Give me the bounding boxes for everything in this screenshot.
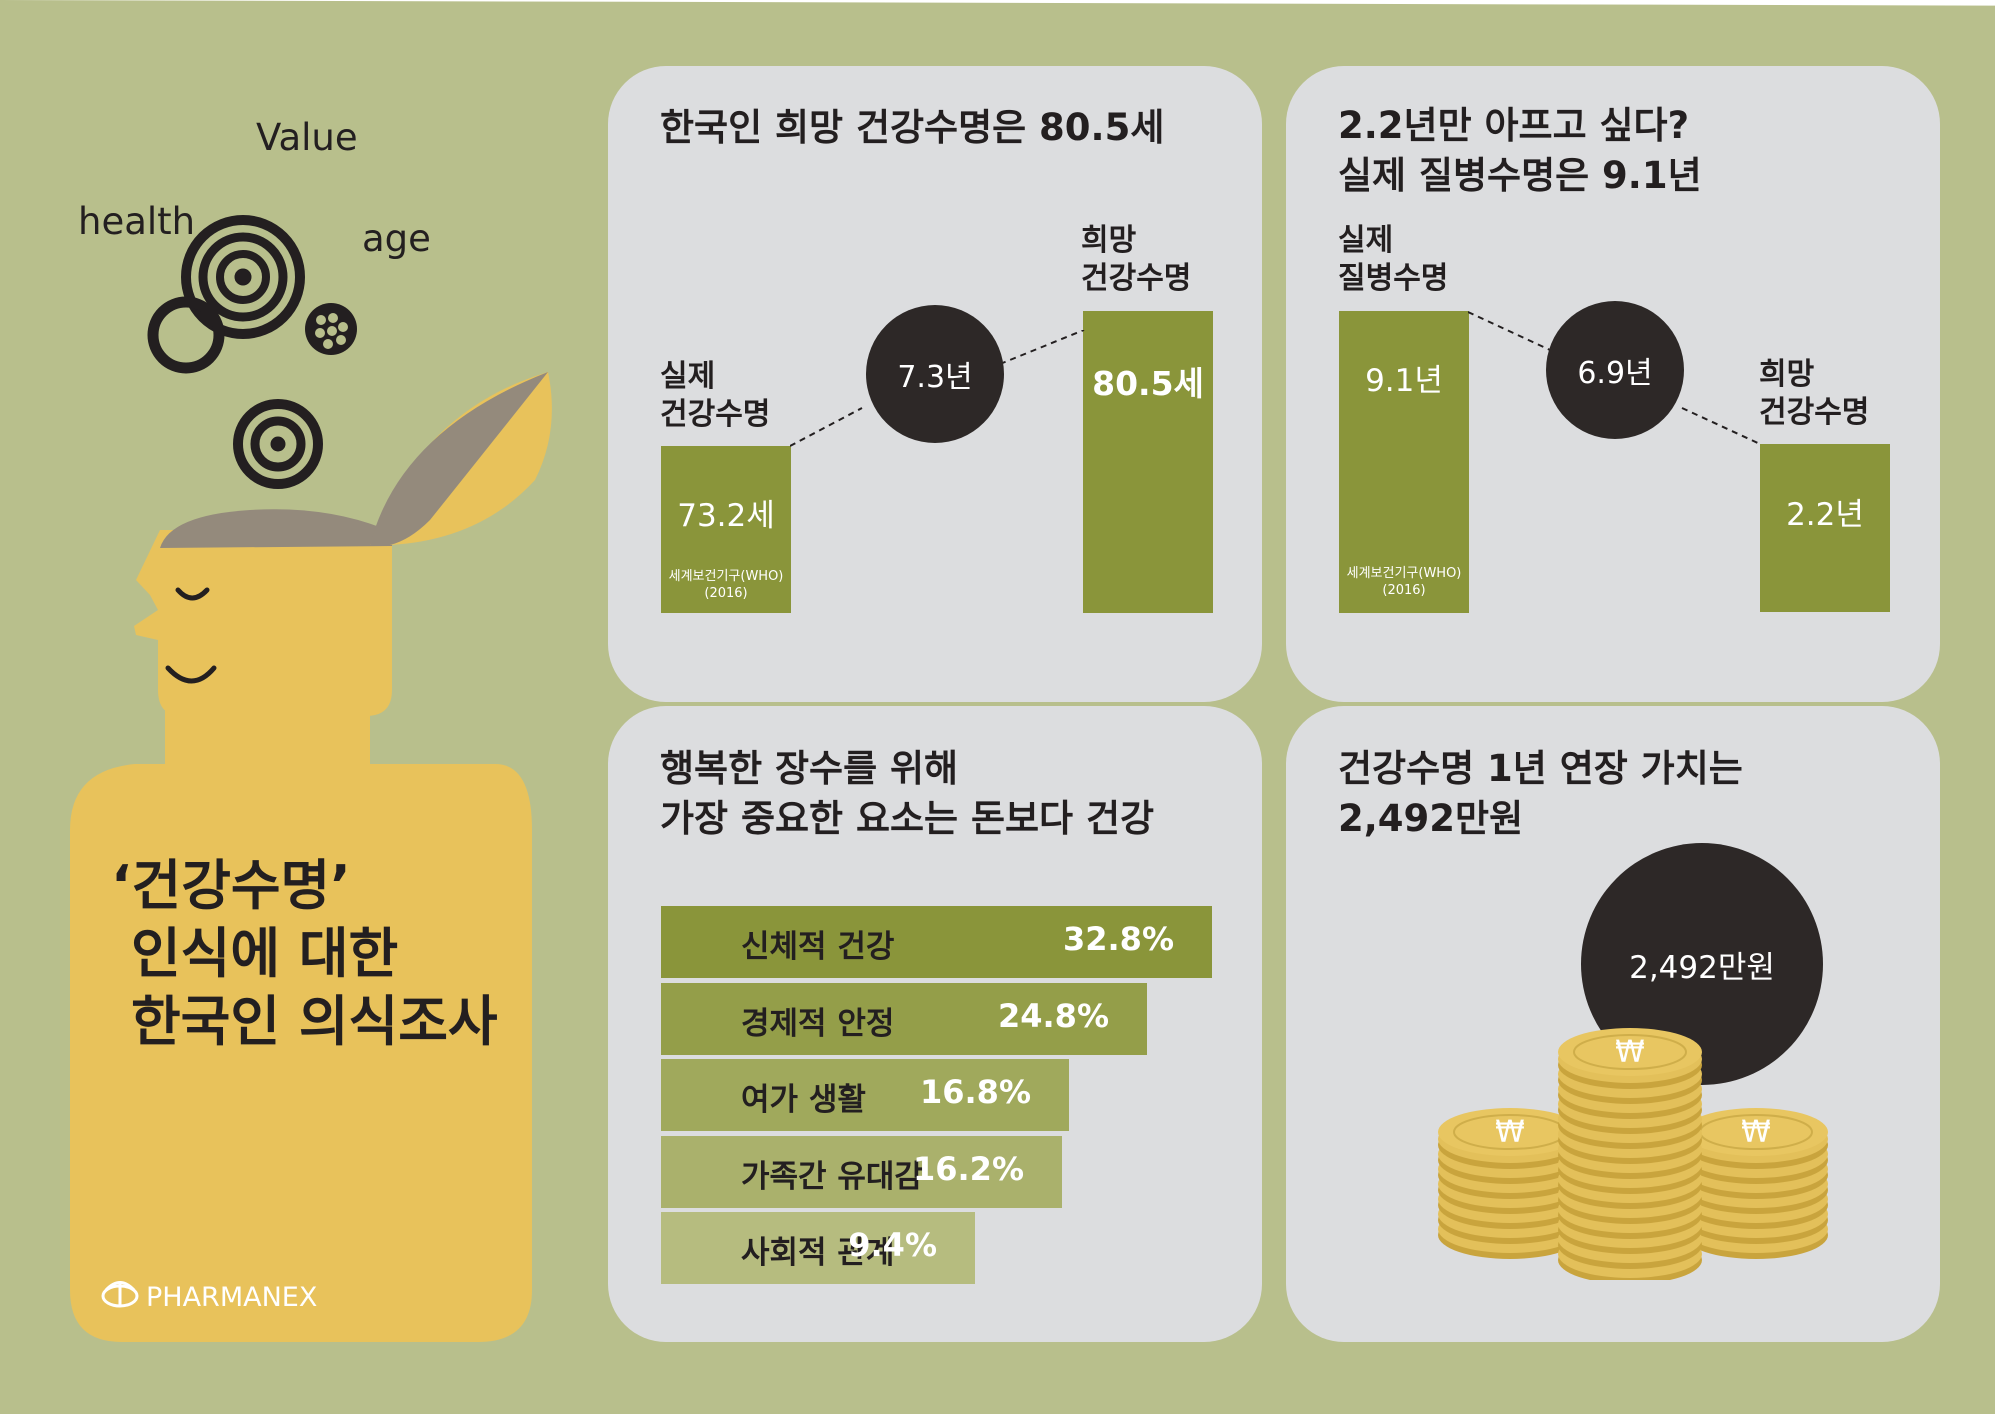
panel2-left-source: 세계보건기구(WHO) (2016) [1346,566,1462,598]
coin-stack-center: ₩ [1558,1028,1702,1280]
factor-bar: 사회적 관계 9.4% [661,1212,975,1284]
dotted-circle-icon [305,303,357,355]
spiral-small-icon [233,399,323,489]
head-illustration [70,215,552,1342]
factor-bar-label: 경제적 안정 [741,1005,895,1042]
panel2-title: 2.2년만 아프고 싶다? 실제 질병수명은 9.1년 [1338,104,1702,197]
coin-symbol-right: ₩ [1741,1115,1771,1150]
panel2-left-bar [1339,311,1469,613]
head-shape [134,530,392,716]
word-value: Value [256,116,358,159]
panel1-left-value: 73.2세 [677,498,775,534]
factor-bar-label: 사회적 관계 [741,1235,895,1271]
eye-icon [175,587,210,601]
panel2-left-value: 9.1년 [1365,363,1443,399]
panel1-left-bar [661,446,791,613]
pharmanex-logo-text: PHARMANEX [146,1282,318,1313]
intro-title-line-3: 한국인 의식조사 [131,990,498,1053]
smile-icon [165,665,217,684]
coin-symbol-center: ₩ [1615,1035,1645,1070]
ring-icon [147,296,225,374]
factor-bar: 경제적 안정 24.8% [661,982,1147,1055]
factor-bar-value: 9.4% [848,1226,937,1264]
coin-stacks-icon: ₩ ₩ ₩ [1438,1028,1828,1280]
coin-symbol-left: ₩ [1495,1115,1525,1150]
intro-title-line-1: ‘건강수명’ [111,854,351,917]
panel1-gap-circle: 7.3년 [866,305,1004,443]
panel2-right-label: 희망 건강수명 [1759,357,1870,430]
panel1-right-value: 80.5세 [1092,364,1204,403]
panel2-right-value: 2.2년 [1786,497,1864,533]
factor-bar: 신체적 건강 32.8% [661,906,1212,978]
factor-bar-value: 16.2% [912,1149,1024,1188]
panel1-connector [790,330,1085,447]
panel1-right-label: 희망 건강수명 [1081,223,1192,296]
factor-bar: 가족간 유대감 16.2% [661,1135,1062,1208]
panel2-right-bar [1760,444,1890,612]
coin-stack-right: ₩ [1684,1108,1828,1259]
factor-bar-label: 가족간 유대감 [741,1158,923,1195]
panel1-title: 한국인 희망 건강수명은 80.5세 [660,106,1165,149]
pharmanex-logo-icon [101,1281,139,1308]
panel1-left-source: 세계보건기구(WHO) (2016) [668,569,784,601]
factor-bar-label: 여가 생활 [741,1082,866,1118]
panel2-connector [1468,311,1761,445]
factor-bar-value: 16.8% [919,1073,1031,1111]
intro-title-line-2: 인식에 대한 [131,922,399,985]
panel3-title: 행복한 장수를 위해 가장 중요한 요소는 돈보다 건강 [660,747,1155,840]
panel1-right-bar [1083,311,1213,613]
spiral-large-icon [181,215,305,339]
factor-bar-value: 24.8% [997,996,1109,1035]
panel4-title: 건강수명 1년 연장 가치는 2,492만원 [1338,747,1743,840]
lid-inside [370,372,548,545]
intro-title: ‘건강수명’ 인식에 대한 한국인 의식조사 [111,852,498,1056]
panel2-left-label: 실제 질병수명 [1338,223,1449,296]
factor-bar: 여가 생활 16.8% [661,1059,1069,1131]
skull-opening [160,509,392,548]
word-health: health [78,200,196,243]
factor-bar-value: 32.8% [1062,920,1174,958]
factor-bar-label: 신체적 건강 [741,929,895,965]
torso-shape [70,764,532,1342]
panel2-gap-circle: 6.9년 [1546,301,1684,439]
word-age: age [362,217,431,260]
panel1-left-label: 실제 건강수명 [660,359,771,432]
